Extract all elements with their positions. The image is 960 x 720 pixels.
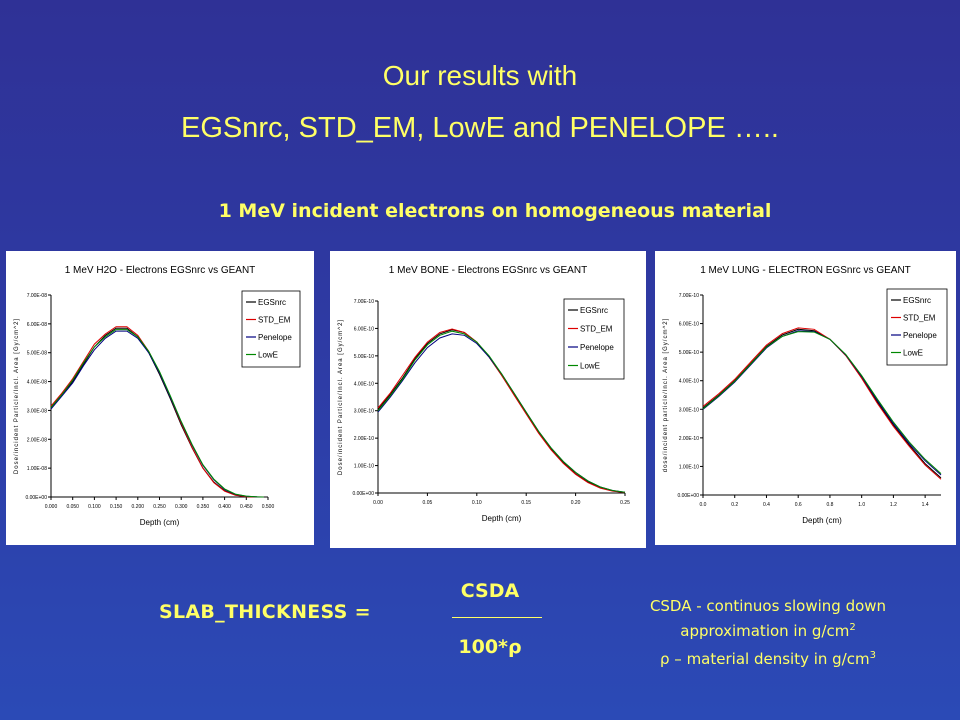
legend-entry: STD_EM xyxy=(580,325,613,334)
chart-bone: 1 MeV BONE - Electrons EGSnrc vs GEANT 0.… xyxy=(330,251,646,548)
rho-definition-text: ρ – material density in g/cm xyxy=(660,650,870,668)
x-tick-label: 0.400 xyxy=(218,504,231,510)
x-tick-label: 0.00 xyxy=(373,500,383,506)
series-line-egsnrc xyxy=(50,327,264,498)
y-tick-label: 7.00E-08 xyxy=(27,293,48,299)
x-tick-label: 0.450 xyxy=(240,504,253,510)
x-axis-label: Depth (cm) xyxy=(140,518,180,527)
chart-h2o: 1 MeV H2O - Electrons EGSnrc vs GEANT 0.0… xyxy=(6,251,314,545)
legend-entry: EGSnrc xyxy=(903,296,931,305)
legend-entry: Penelope xyxy=(258,333,292,342)
legend-entry: LowE xyxy=(580,362,600,371)
y-tick-label: 0.00E+00 xyxy=(677,493,699,499)
x-tick-label: 1.0 xyxy=(858,502,865,508)
x-tick-label: 0.8 xyxy=(826,502,833,508)
rho-definition: ρ – material density in g/cm3 xyxy=(603,650,933,668)
x-axis-label: Depth (cm) xyxy=(802,516,842,525)
legend-entry: STD_EM xyxy=(903,314,936,323)
legend-entry: STD_EM xyxy=(258,316,291,325)
x-tick-label: 0.0 xyxy=(700,502,707,508)
y-tick-label: 1.00E-08 xyxy=(27,466,48,472)
x-tick-label: 1.4 xyxy=(922,502,929,508)
legend-entry: LowE xyxy=(903,349,923,358)
x-tick-label: 0.250 xyxy=(153,504,166,510)
x-tick-label: 0.25 xyxy=(620,500,630,506)
y-tick-label: 3.00E-10 xyxy=(679,407,700,413)
x-tick-label: 0.000 xyxy=(45,504,58,510)
y-tick-label: 4.00E-10 xyxy=(354,381,375,387)
x-tick-label: 1.2 xyxy=(890,502,897,508)
y-axis-label: dose/incident particle/Incl. Area [Gy/cm… xyxy=(663,318,669,473)
y-axis-label: Dose/incident Particle/Incl. Area [Gy/cm… xyxy=(338,319,344,475)
y-tick-label: 7.00E-10 xyxy=(679,293,700,299)
y-tick-label: 5.00E-10 xyxy=(679,350,700,356)
formula-numerator: CSDA xyxy=(460,580,520,602)
y-tick-label: 4.00E-08 xyxy=(27,380,48,386)
y-tick-label: 4.00E-10 xyxy=(679,379,700,385)
chart-title: 1 MeV BONE - Electrons EGSnrc vs GEANT xyxy=(389,265,587,276)
y-axis-label: Dose/incident Particle/Incl. Area [Gy/cm… xyxy=(14,318,20,474)
series-line-std-em xyxy=(50,326,264,498)
y-tick-label: 6.00E-10 xyxy=(679,322,700,328)
y-tick-label: 6.00E-10 xyxy=(354,326,375,332)
y-tick-label: 6.00E-08 xyxy=(27,322,48,328)
x-axis-label: Depth (cm) xyxy=(482,514,522,523)
y-tick-label: 0.00E+00 xyxy=(25,495,47,501)
series-line-lowe xyxy=(50,329,264,498)
rho-unit-exponent: 3 xyxy=(869,650,876,661)
series-line-lowe xyxy=(377,330,626,493)
y-tick-label: 5.00E-10 xyxy=(354,354,375,360)
y-tick-label: 5.00E-08 xyxy=(27,351,48,357)
y-tick-label: 2.00E-10 xyxy=(679,436,700,442)
legend-entry: EGSnrc xyxy=(580,306,608,315)
x-tick-label: 0.350 xyxy=(197,504,210,510)
formula-fraction-bar xyxy=(452,617,542,618)
csda-definition-text: CSDA - continuos slowing down approximat… xyxy=(649,597,887,640)
y-tick-label: 2.00E-10 xyxy=(354,436,375,442)
chart-lung: 1 MeV LUNG - ELECTRON EGSnrc vs GEANT 0.0… xyxy=(655,251,956,545)
legend-entry: Penelope xyxy=(580,343,614,352)
y-tick-label: 1.00E-10 xyxy=(354,464,375,470)
x-tick-label: 0.15 xyxy=(521,500,531,506)
x-tick-label: 0.150 xyxy=(110,504,123,510)
series-line-penelope xyxy=(50,330,264,498)
slide-title-line1: Our results with xyxy=(382,60,578,91)
slide-title-line2: EGSnrc, STD_EM, LowE and PENELOPE ….. xyxy=(181,112,779,144)
y-tick-label: 0.00E+00 xyxy=(352,491,374,497)
csda-definition: CSDA - continuos slowing down approximat… xyxy=(603,596,933,642)
x-tick-label: 0.500 xyxy=(262,504,275,510)
legend-entry: LowE xyxy=(258,351,278,360)
x-tick-label: 0.20 xyxy=(571,500,581,506)
series-line-std-em xyxy=(377,328,626,493)
x-tick-label: 0.05 xyxy=(423,500,433,506)
x-tick-label: 0.100 xyxy=(88,504,101,510)
legend-entry: Penelope xyxy=(903,331,937,340)
formula-denominator: 100*ρ xyxy=(458,636,522,658)
slide-subtitle: 1 MeV incident electrons on homogeneous … xyxy=(218,200,772,222)
x-tick-label: 0.6 xyxy=(795,502,802,508)
chart-title: 1 MeV H2O - Electrons EGSnrc vs GEANT xyxy=(65,265,256,276)
x-tick-label: 0.200 xyxy=(132,504,145,510)
y-tick-label: 3.00E-08 xyxy=(27,408,48,414)
y-tick-label: 7.00E-10 xyxy=(354,299,375,305)
y-tick-label: 3.00E-10 xyxy=(354,409,375,415)
legend-entry: EGSnrc xyxy=(258,298,286,307)
y-tick-label: 1.00E-10 xyxy=(679,464,700,470)
formula-label: SLAB_THICKNESS = xyxy=(159,601,371,623)
series-line-std-em xyxy=(702,327,942,480)
x-tick-label: 0.300 xyxy=(175,504,188,510)
csda-unit-exponent: 2 xyxy=(849,622,856,633)
y-tick-label: 2.00E-08 xyxy=(27,437,48,443)
x-tick-label: 0.2 xyxy=(731,502,738,508)
chart-title: 1 MeV LUNG - ELECTRON EGSnrc vs GEANT xyxy=(700,265,911,276)
x-tick-label: 0.050 xyxy=(66,504,79,510)
series-line-lowe xyxy=(702,331,942,474)
x-tick-label: 0.4 xyxy=(763,502,770,508)
x-tick-label: 0.10 xyxy=(472,500,482,506)
